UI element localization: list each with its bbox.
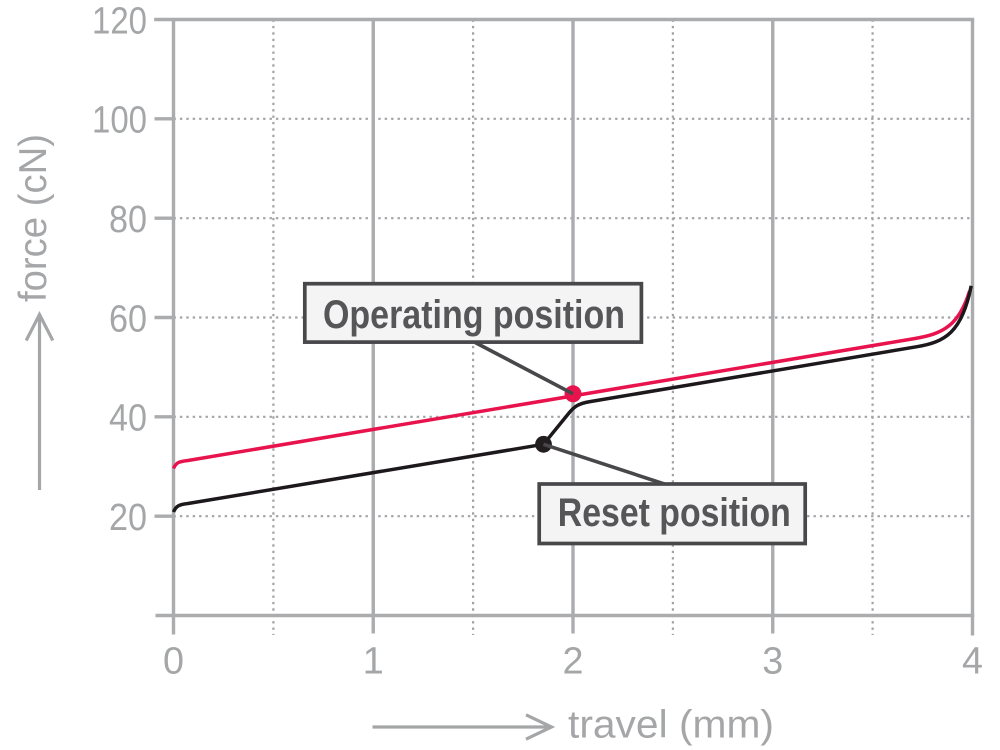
svg-text:3: 3	[762, 641, 783, 683]
svg-text:80: 80	[109, 199, 147, 241]
svg-text:force (cN): force (cN)	[12, 134, 55, 302]
svg-text:60: 60	[109, 298, 147, 340]
svg-text:2: 2	[563, 641, 584, 683]
svg-text:40: 40	[109, 398, 147, 440]
svg-text:Operating position: Operating position	[323, 293, 625, 337]
svg-text:travel (mm): travel (mm)	[568, 704, 774, 747]
svg-text:4: 4	[962, 641, 983, 683]
svg-text:100: 100	[92, 100, 147, 142]
svg-text:20: 20	[109, 497, 147, 539]
svg-text:120: 120	[92, 0, 147, 42]
svg-text:0: 0	[163, 641, 184, 683]
svg-text:Reset position: Reset position	[558, 491, 791, 535]
svg-text:1: 1	[363, 641, 384, 683]
